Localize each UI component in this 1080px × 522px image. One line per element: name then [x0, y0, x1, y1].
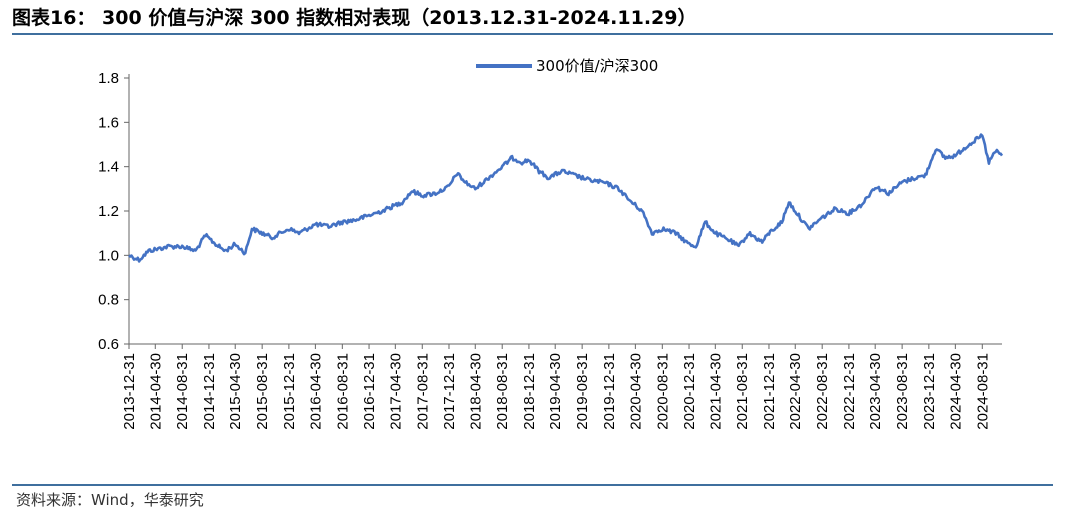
source-note: 资料来源：Wind，华泰研究	[16, 491, 204, 509]
x-tick-label: 2022-12-31	[841, 353, 858, 430]
x-tick-label: 2018-04-30	[467, 353, 484, 430]
bottom-divider	[12, 484, 1053, 486]
x-tick-label: 2020-08-31	[654, 353, 671, 430]
x-tick-label: 2016-12-31	[361, 353, 378, 430]
y-axis: 0.6 0.8 1.0 1.2 1.4 1.6 1.8	[98, 70, 130, 353]
legend-label: 300价值/沪深300	[536, 57, 658, 75]
x-tick-label: 2022-04-30	[787, 353, 804, 430]
x-tick-label: 2023-12-31	[921, 353, 938, 430]
legend: 300价值/沪深300	[476, 57, 658, 75]
figure-title: 图表16： 300 价值与沪深 300 指数相对表现（2013.12.31-20…	[12, 7, 697, 29]
x-tick-label: 2018-12-31	[521, 353, 538, 430]
x-tick-label: 2014-08-31	[174, 353, 191, 430]
x-tick-label: 2021-12-31	[761, 353, 778, 430]
x-tick-label: 2021-08-31	[734, 353, 751, 430]
x-tick-label: 2016-08-31	[334, 353, 351, 430]
x-tick-label: 2014-12-31	[201, 353, 218, 430]
x-tick-label: 2017-04-30	[387, 353, 404, 430]
series-layer	[128, 133, 1004, 263]
y-tick-label: 1.8	[98, 70, 119, 87]
x-tick-label: 2023-04-30	[867, 353, 884, 430]
x-tick-label: 2024-04-30	[947, 353, 964, 430]
line-chart: 0.6 0.8 1.0 1.2 1.4 1.6 1.8 2013-12-31 2014-04-…	[98, 57, 1004, 430]
series-line	[128, 133, 1004, 263]
x-tick-label: 2015-04-30	[227, 353, 244, 430]
x-tick-label: 2014-04-30	[147, 353, 164, 430]
y-tick-label: 1.2	[98, 203, 119, 220]
x-tick-label: 2017-12-31	[441, 353, 458, 430]
x-tick-label: 2015-12-31	[281, 353, 298, 430]
figure-title-bar: 图表16： 300 价值与沪深 300 指数相对表现（2013.12.31-20…	[12, 4, 1052, 32]
x-tick-label: 2017-08-31	[414, 353, 431, 430]
x-tick-label: 2020-04-30	[627, 353, 644, 430]
x-tick-label: 2013-12-31	[121, 353, 138, 430]
x-axis: 2013-12-31 2014-04-30 2014-08-31 2014-12-31…	[121, 343, 1002, 430]
x-tick-label: 2024-08-31	[974, 353, 991, 430]
x-tick-label: 2019-04-30	[547, 353, 564, 430]
top-divider	[12, 33, 1053, 35]
y-tick-label: 1.6	[98, 114, 119, 131]
y-tick-label: 1.0	[98, 247, 119, 264]
x-tick-label: 2016-04-30	[307, 353, 324, 430]
x-tick-label: 2019-12-31	[601, 353, 618, 430]
x-tick-label: 2023-08-31	[894, 353, 911, 430]
x-tick-label: 2022-08-31	[814, 353, 831, 430]
y-tick-label: 1.4	[98, 159, 119, 176]
y-tick-label: 0.8	[98, 292, 119, 309]
y-tick-label: 0.6	[98, 336, 119, 353]
x-tick-label: 2019-08-31	[574, 353, 591, 430]
x-tick-label: 2015-08-31	[254, 353, 271, 430]
x-tick-label: 2020-12-31	[681, 353, 698, 430]
x-tick-label: 2018-08-31	[494, 353, 511, 430]
x-tick-label: 2021-04-30	[707, 353, 724, 430]
